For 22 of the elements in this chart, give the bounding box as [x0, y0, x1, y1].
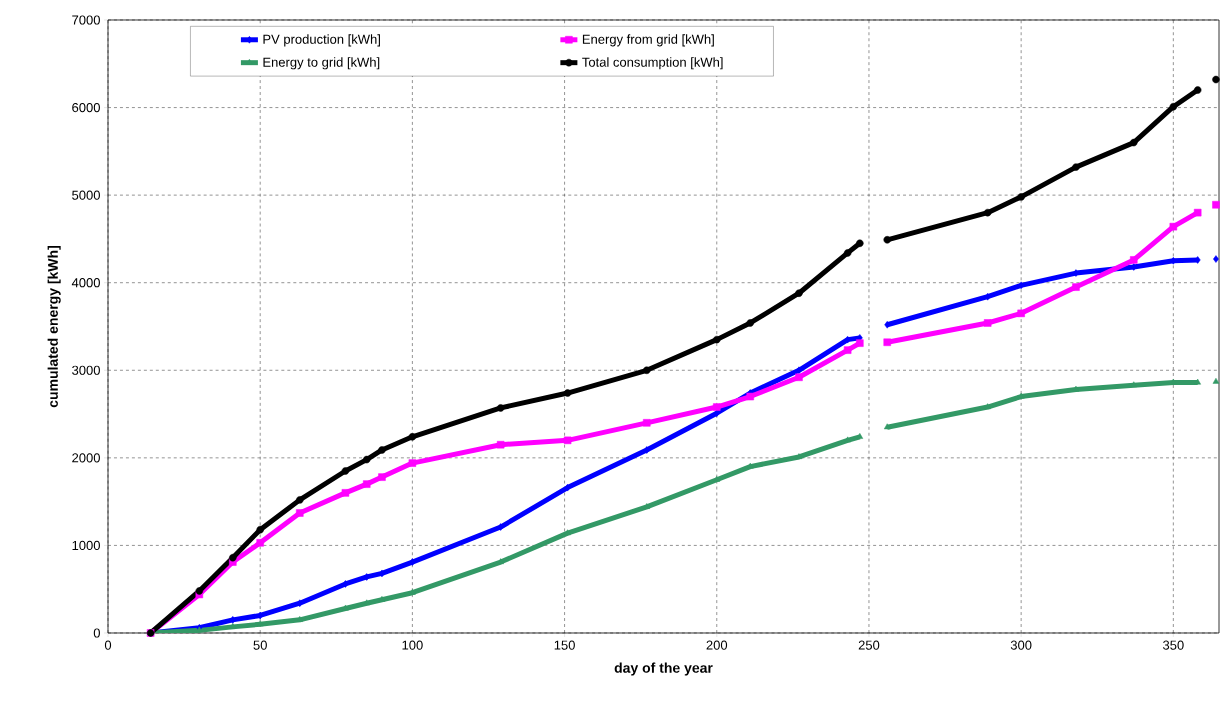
x-tick-label: 200: [706, 640, 728, 650]
y-tick-label: 2000: [72, 453, 100, 463]
y-tick-label: 7000: [72, 15, 100, 25]
x-tick-label: 250: [858, 640, 880, 650]
x-tick-label: 150: [554, 640, 575, 650]
x-tick-label: 50: [253, 640, 267, 650]
legend-label: Total consumption [kWh]: [582, 57, 723, 70]
x-tick-label: 350: [1163, 640, 1184, 650]
y-axis-title: cumulated energy [kWh]: [47, 246, 61, 408]
legend-label: Energy to grid [kWh]: [263, 57, 380, 70]
legend-label: PV production [kWh]: [263, 34, 380, 47]
y-tick-label: 4000: [71, 278, 100, 288]
x-tick-label: 300: [1010, 640, 1032, 650]
x-axis-title: day of the year: [614, 662, 713, 676]
x-tick-label: 100: [402, 640, 423, 650]
y-tick-label: 3000: [72, 365, 100, 375]
y-tick-label: 6000: [72, 102, 100, 113]
y-tick-label: 1000: [72, 540, 100, 551]
y-tick-label: 0: [93, 628, 100, 638]
y-tick-label: 5000: [72, 190, 100, 200]
legend-label: Energy from grid [kWh]: [582, 34, 714, 47]
x-tick-label: 0: [104, 640, 112, 650]
